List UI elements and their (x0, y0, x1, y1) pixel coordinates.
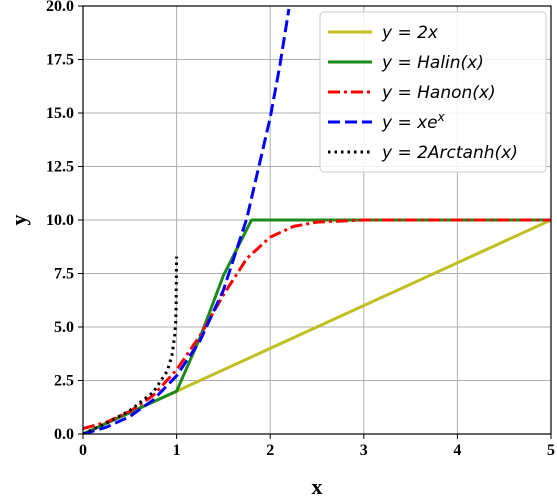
y-tick-label: 5.0 (54, 319, 74, 336)
y-tick-label: 7.5 (54, 266, 74, 283)
x-tick-label: 3 (360, 442, 368, 459)
y-tick-label: 10.0 (46, 212, 74, 229)
y-tick-label: 12.5 (46, 159, 74, 176)
x-tick-label: 2 (266, 442, 274, 459)
series-line-3 (83, 8, 291, 434)
x-tick-label: 0 (79, 442, 87, 459)
x-tick-label: 5 (547, 442, 555, 459)
legend-label-4: y = 2Arctanh(x) (381, 143, 518, 163)
y-tick-label: 17.5 (46, 52, 74, 69)
legend-label-2: y = Hanon(x) (381, 83, 496, 103)
legend-label-3: y = xex (381, 110, 446, 133)
x-tick-label: 4 (453, 442, 461, 459)
series-line-1 (83, 218, 551, 434)
y-tick-label: 2.5 (54, 373, 74, 390)
legend: y = 2x y = Halin(x) y = Hanon(x) y = xex y =… (319, 11, 547, 173)
series-line-4 (83, 256, 179, 434)
x-axis-title: x (312, 474, 323, 499)
y-tick-label: 15.0 (46, 105, 74, 122)
x-tick-label: 1 (173, 442, 181, 459)
legend-label-0: y = 2x (381, 23, 439, 43)
series-layer (83, 8, 551, 434)
y-tick-label: 20.0 (46, 0, 74, 15)
axis-ticks: 0 1 2 3 4 5 0.0 2.5 5.0 7.5 10.0 12.5 15.0 17.5 20.0 (46, 0, 555, 459)
y-tick-label: 0.0 (54, 426, 74, 443)
y-axis-title: y (6, 215, 31, 226)
legend-label-1: y = Halin(x) (381, 53, 484, 73)
legend-box (319, 11, 547, 173)
